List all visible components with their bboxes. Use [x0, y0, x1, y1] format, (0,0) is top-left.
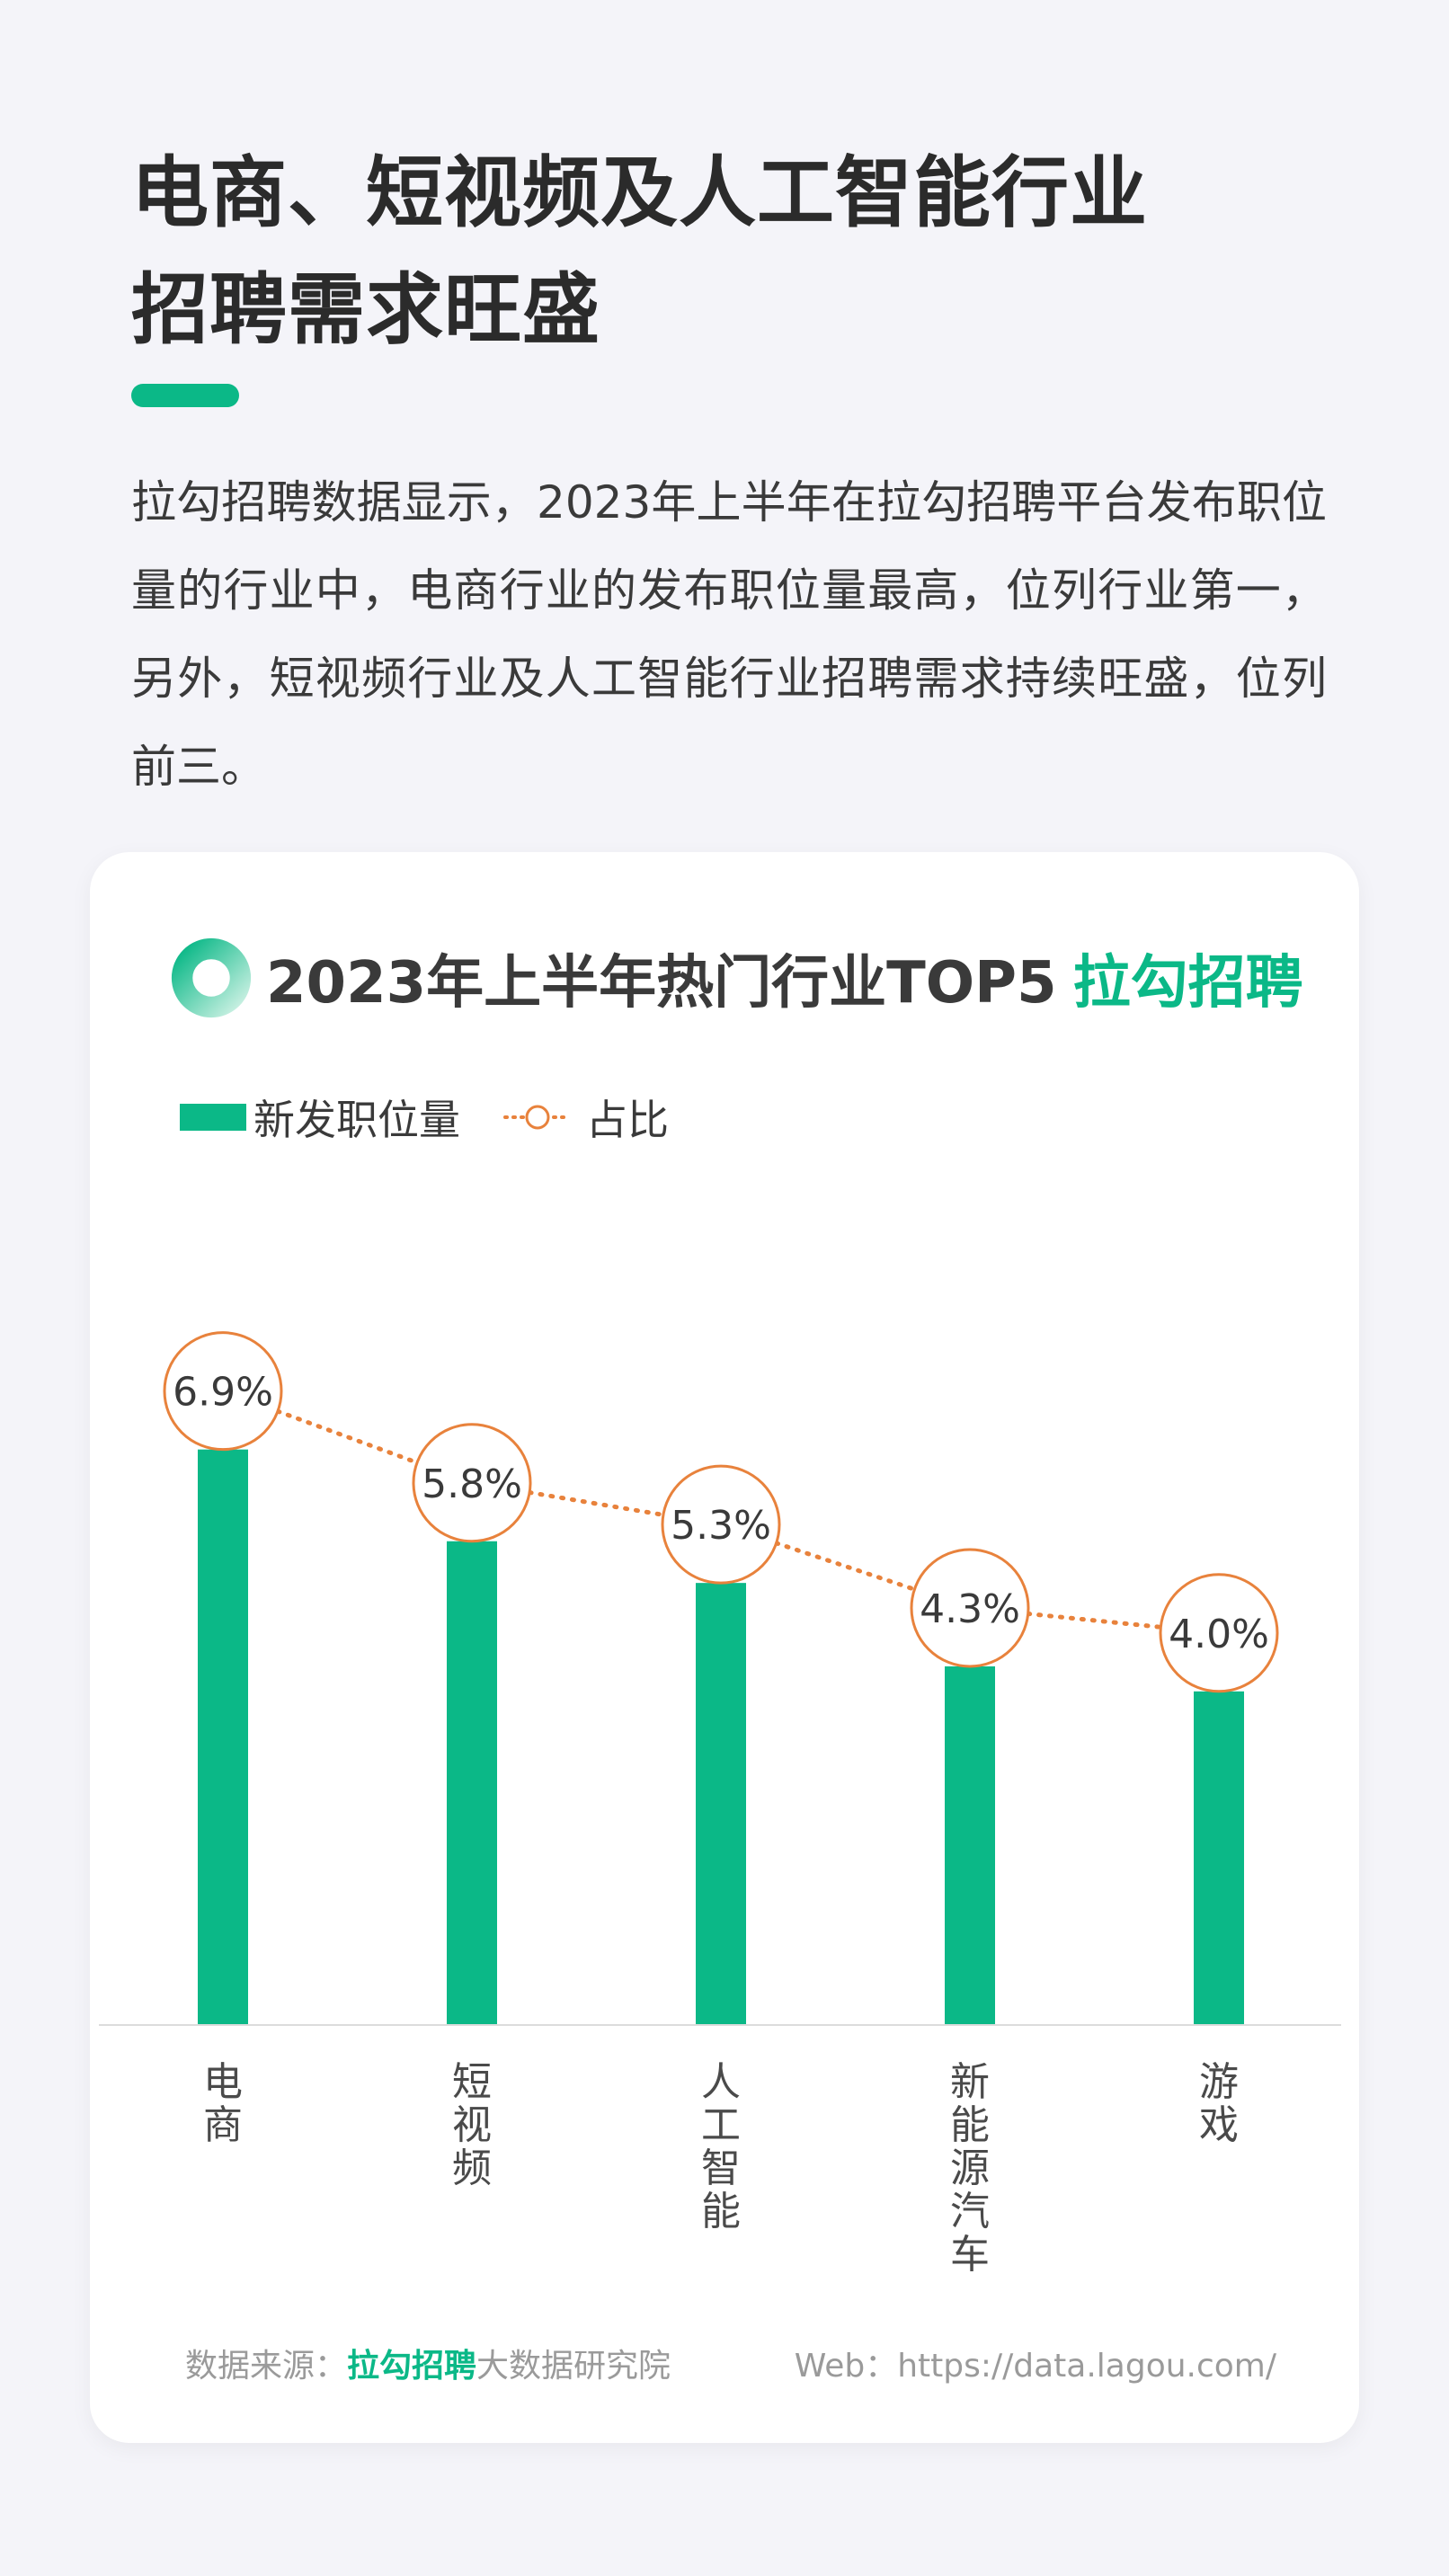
category-label-4-char-2: 能: [950, 2102, 990, 2148]
category-label-3-char-1: 人: [701, 2059, 741, 2105]
category-label-5-char-1: 游: [1199, 2059, 1239, 2105]
title-accent-bar: [131, 384, 239, 407]
point-marker-3: [661, 1464, 781, 1585]
category-label-4-char-1: 新: [950, 2059, 990, 2105]
data-source: 数据来源：拉勾招聘大数据研究院: [185, 2340, 671, 2386]
category-label-4-char-4: 汽: [950, 2189, 990, 2234]
chart-card: 2023年上半年热门行业TOP5 拉勾招聘 新发职位量 占比 6.9% 5.8% 5…: [90, 852, 1359, 2443]
bar-2: [447, 1541, 497, 2025]
category-label-2-char-1: 短: [452, 2059, 492, 2105]
category-label-3-char-3: 智: [701, 2145, 741, 2191]
line-segment-3: [774, 1541, 917, 1592]
data-source-brand: 拉勾招聘: [347, 2348, 477, 2385]
point-label-3: 5.3%: [671, 1503, 771, 1549]
legend-line-swatch: [503, 1105, 572, 1130]
legend-bar-swatch: [180, 1104, 246, 1131]
point-marker-2: [412, 1423, 532, 1543]
category-label-3-char-4: 能: [701, 2189, 741, 2234]
chart-title: 2023年上半年热门行业TOP5: [266, 950, 1057, 1017]
point-label-4: 4.3%: [920, 1586, 1020, 1632]
bar-1: [198, 1449, 248, 2025]
line-segment-1: [275, 1408, 420, 1465]
line-segment-2: [527, 1489, 666, 1517]
bar-5: [1194, 1691, 1244, 2025]
bar-3: [696, 1583, 746, 2025]
category-label-4-char-3: 源: [950, 2145, 990, 2191]
point-label-5: 4.0%: [1169, 1612, 1269, 1657]
legend-line-label: 占比: [586, 1096, 669, 1144]
chart-header: 2023年上半年热门行业TOP5 拉勾招聘: [171, 924, 1303, 1032]
bar-4: [945, 1666, 995, 2025]
point-marker-4: [910, 1548, 1030, 1668]
data-source-prefix: 数据来源：: [185, 2348, 348, 2385]
category-label-3-char-2: 工: [701, 2102, 741, 2148]
category-label-2-char-2: 视: [452, 2102, 492, 2148]
page-title-line-1: 电商、短视频及人工智能行业: [131, 148, 1148, 238]
category-label-1-char-2: 商: [203, 2102, 243, 2148]
category-label-2-char-3: 频: [452, 2145, 492, 2191]
point-label-2: 5.8%: [422, 1461, 522, 1507]
category-label-5-char-2: 戏: [1199, 2102, 1239, 2148]
data-source-suffix: 大数据研究院: [476, 2348, 671, 2385]
point-marker-5: [1159, 1573, 1279, 1693]
web-link[interactable]: Web：https://data.lagou.com/: [794, 2348, 1276, 2385]
chart-legend: 新发职位量 占比: [180, 1090, 669, 1144]
line-segment-4: [1026, 1611, 1163, 1630]
legend-bar-label: 新发职位量: [253, 1096, 460, 1144]
category-label-4-char-5: 车: [950, 2232, 990, 2278]
page-title-line-2: 招聘需求旺盛: [131, 265, 600, 355]
intro-paragraph: 拉勾招聘数据显示，2023年上半年在拉勾招聘平台发布职位量的行业中，电商行业的发…: [131, 476, 1327, 793]
point-label-1: 6.9%: [173, 1370, 273, 1416]
category-label-1-char-1: 电: [203, 2059, 243, 2105]
page-title: 电商、短视频及人工智能行业 招聘需求旺盛: [131, 135, 1318, 369]
brand-name: 拉勾招聘: [1072, 950, 1303, 1017]
ring-icon: [171, 937, 252, 1018]
point-marker-1: [163, 1331, 283, 1452]
